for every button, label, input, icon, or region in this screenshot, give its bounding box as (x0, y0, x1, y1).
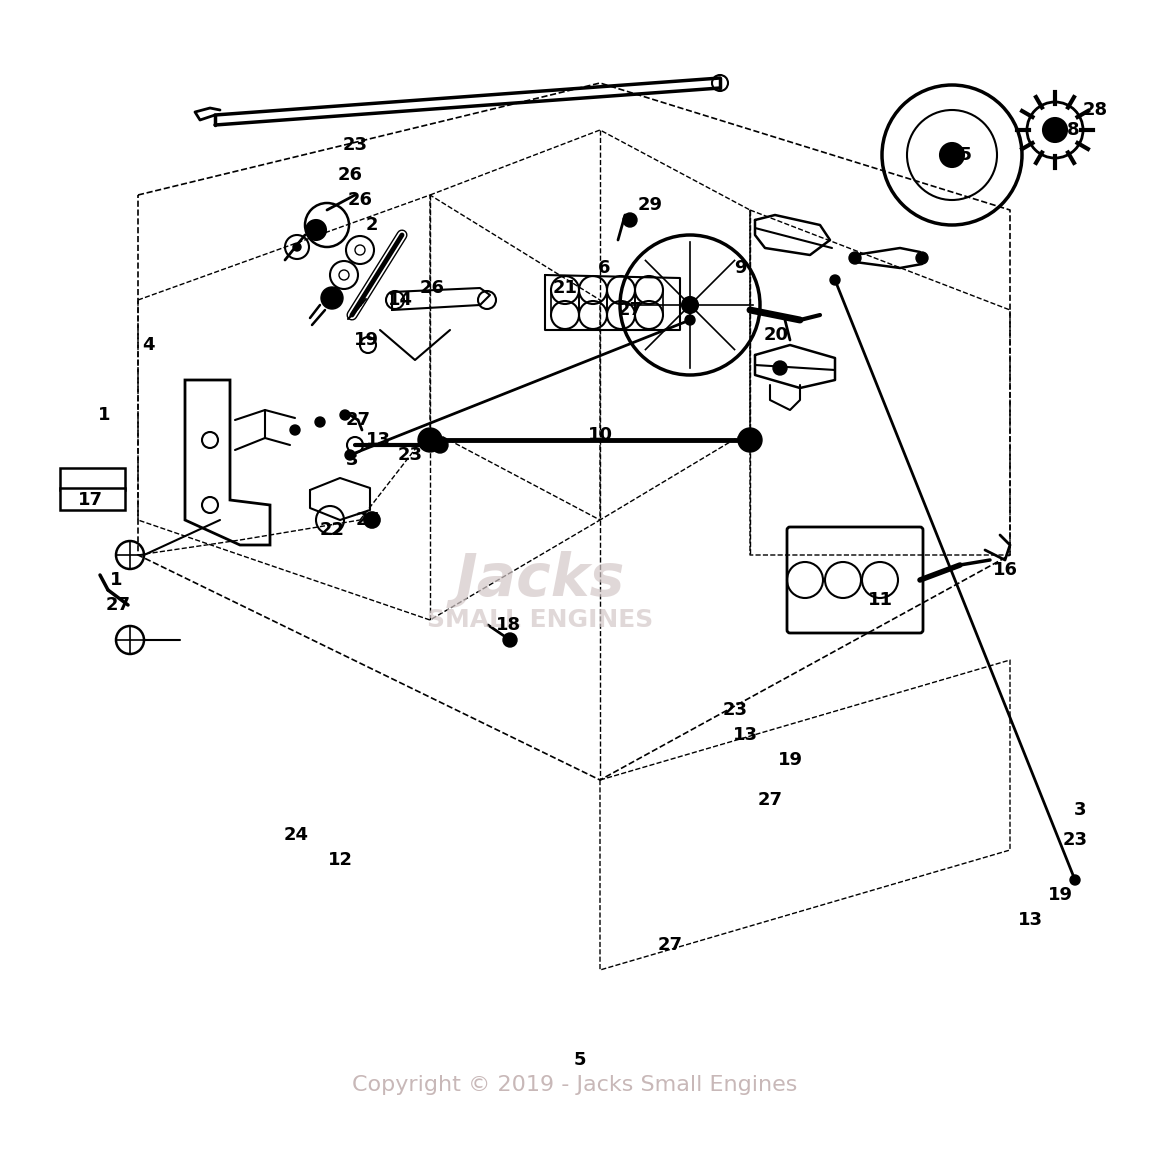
Text: 19: 19 (353, 331, 378, 349)
Circle shape (306, 219, 325, 240)
Text: 26: 26 (420, 279, 445, 296)
Text: 4: 4 (141, 336, 154, 354)
Circle shape (685, 315, 695, 325)
Text: 27: 27 (345, 411, 370, 429)
Text: 13: 13 (366, 431, 391, 449)
Circle shape (503, 633, 518, 647)
Text: 20: 20 (764, 326, 789, 344)
Circle shape (315, 417, 325, 427)
Text: 26: 26 (337, 165, 362, 184)
Text: 27: 27 (658, 936, 682, 954)
Circle shape (738, 427, 762, 452)
Bar (60, 468, 125, 489)
Text: 21: 21 (552, 279, 577, 296)
Text: SMALL ENGINES: SMALL ENGINES (427, 608, 653, 632)
Circle shape (682, 296, 698, 313)
Text: 27: 27 (758, 791, 782, 809)
Text: 6: 6 (598, 259, 611, 277)
Circle shape (345, 450, 355, 460)
Text: 26: 26 (347, 191, 373, 209)
Text: 25: 25 (355, 511, 381, 529)
Circle shape (830, 275, 840, 285)
Text: 16: 16 (992, 561, 1018, 579)
Circle shape (432, 437, 448, 453)
Text: 23: 23 (722, 701, 748, 719)
Circle shape (417, 427, 442, 452)
Circle shape (321, 287, 343, 309)
Circle shape (1070, 876, 1080, 885)
Text: 9: 9 (734, 259, 746, 277)
Text: 10: 10 (588, 426, 613, 444)
Text: 14: 14 (388, 291, 413, 309)
Text: 1: 1 (98, 406, 110, 424)
Text: Jacks: Jacks (455, 552, 624, 609)
Circle shape (917, 252, 928, 264)
Text: 15: 15 (948, 146, 973, 164)
Text: 22: 22 (320, 520, 345, 539)
FancyBboxPatch shape (787, 527, 923, 633)
Text: 1: 1 (109, 571, 122, 589)
Text: 3: 3 (346, 452, 359, 469)
Text: 13: 13 (733, 726, 758, 745)
Text: 5: 5 (574, 1051, 586, 1069)
Text: 23: 23 (398, 446, 422, 464)
Text: 3: 3 (1074, 801, 1087, 819)
Text: 29: 29 (637, 196, 662, 214)
Text: Copyright © 2019 - Jacks Small Engines: Copyright © 2019 - Jacks Small Engines (352, 1075, 798, 1095)
Polygon shape (185, 380, 270, 545)
Text: 23: 23 (1063, 831, 1088, 849)
Circle shape (773, 361, 787, 375)
Circle shape (293, 242, 301, 250)
Circle shape (290, 425, 300, 435)
Circle shape (1043, 118, 1067, 142)
Text: 2: 2 (366, 216, 378, 234)
Circle shape (340, 410, 350, 421)
Text: 19: 19 (777, 751, 803, 769)
Text: 12: 12 (328, 851, 353, 869)
Text: 11: 11 (867, 591, 892, 609)
Text: 23: 23 (343, 136, 368, 154)
Text: 24: 24 (284, 826, 308, 845)
Text: 28: 28 (1082, 101, 1107, 119)
Text: 18: 18 (496, 616, 521, 634)
Circle shape (849, 252, 861, 264)
Circle shape (365, 512, 380, 529)
Text: 27: 27 (618, 301, 643, 319)
Text: 17: 17 (77, 491, 102, 509)
Text: 27: 27 (106, 596, 130, 614)
Text: 8: 8 (1067, 121, 1080, 139)
Text: 19: 19 (1048, 886, 1073, 904)
Circle shape (940, 142, 964, 167)
Circle shape (623, 213, 637, 228)
Bar (60, 488, 125, 510)
Text: 13: 13 (1018, 911, 1043, 930)
